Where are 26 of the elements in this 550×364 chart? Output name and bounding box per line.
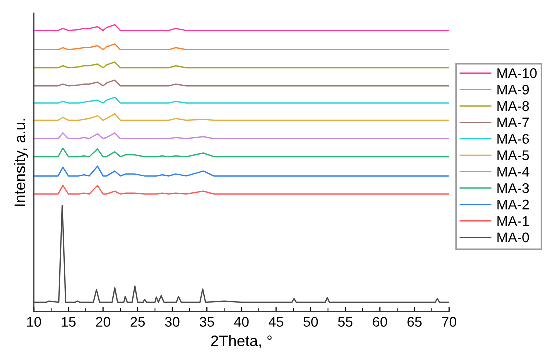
- x-tick-label: 10: [27, 317, 42, 328]
- y-axis-title: Intensity, a.u.: [14, 119, 29, 206]
- x-tick-label: 65: [408, 317, 422, 328]
- legend-label: MA-3: [498, 183, 530, 194]
- x-tick-label: 30: [165, 317, 180, 328]
- legend-label: MA-5: [498, 150, 530, 160]
- x-tick-label: 25: [130, 317, 146, 328]
- x-tick-label: 70: [442, 317, 457, 328]
- legend-label: MA-8: [498, 101, 530, 112]
- x-tick-label: 20: [96, 317, 110, 328]
- legend-label: MA-9: [498, 84, 530, 95]
- legend-label: MA-7: [498, 118, 530, 128]
- legend-label: MA-0: [498, 232, 530, 243]
- legend-label: MA-10: [498, 68, 537, 78]
- legend-label: MA-6: [498, 134, 530, 144]
- x-tick-label: 60: [373, 317, 388, 328]
- x-tick-label: 50: [304, 317, 318, 328]
- x-tick-label: 45: [268, 317, 284, 328]
- x-tick-label: 35: [200, 317, 214, 328]
- x-axis-title: 2Theta, °: [211, 335, 272, 348]
- x-tick-label: 40: [234, 317, 249, 328]
- x-tick-label: 15: [62, 317, 76, 328]
- x-tick-label: 55: [338, 317, 353, 328]
- legend-label: MA-2: [498, 200, 530, 210]
- legend-label: MA-4: [498, 167, 530, 177]
- legend-label: MA-1: [498, 216, 530, 226]
